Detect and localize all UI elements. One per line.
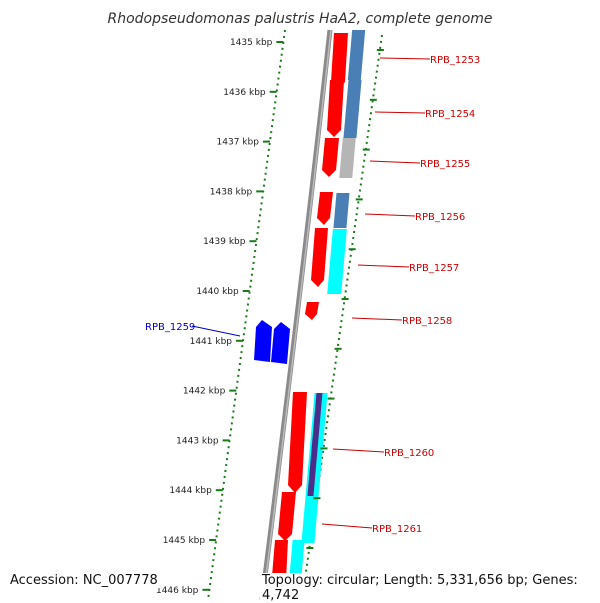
orf-arrow[interactable] — [288, 392, 307, 493]
reverse-cds-arrow[interactable] — [271, 322, 290, 364]
kbp-tick-label: 1436 kbp — [223, 88, 266, 98]
orf-arrow[interactable] — [327, 80, 344, 137]
gene-leader-line — [191, 325, 241, 337]
gene-label[interactable]: RPB_1256 — [415, 212, 465, 223]
gene-block[interactable] — [327, 229, 347, 294]
orf-arrow[interactable] — [278, 492, 296, 541]
gene-leader-line — [374, 111, 426, 114]
kbp-tick-label: 1439 kbp — [203, 237, 246, 247]
kbp-tick-label: 1440 kbp — [196, 287, 239, 297]
gene-block[interactable] — [307, 393, 323, 496]
orf-arrow[interactable] — [331, 33, 348, 90]
backbone-ring — [259, 29, 333, 600]
gene-leader-line — [351, 317, 403, 321]
kbp-tick-label: 1442 kbp — [183, 387, 226, 397]
gene-leader-line — [369, 160, 421, 164]
kbp-tick-label: 1444 kbp — [169, 486, 212, 496]
orf-arrow[interactable] — [317, 192, 333, 225]
kbp-tick-label: 1437 kbp — [217, 138, 260, 148]
gene-label[interactable]: RPB_1254 — [425, 109, 475, 120]
kbp-tick-label: 1446 kbp — [156, 586, 199, 596]
orf-arrow[interactable] — [311, 228, 328, 287]
orf-arrow[interactable] — [305, 302, 319, 320]
topology-text: Topology: circular; Length: 5,331,656 bp… — [260, 573, 600, 603]
accession-text: Accession: NC_007778 — [8, 573, 160, 588]
gene-label[interactable]: RPB_1258 — [402, 316, 452, 327]
map-title: Rhodopseudomonas palustris HaA2, complet… — [107, 11, 492, 27]
kbp-tick-label: 1443 kbp — [176, 436, 219, 446]
reverse-cds — [254, 320, 290, 364]
gene-block[interactable] — [339, 138, 356, 178]
gene-leader-line — [364, 213, 416, 217]
gene-leader-line — [332, 448, 385, 453]
backbone-highlight — [262, 29, 332, 600]
kbp-tick-label: 1441 kbp — [190, 337, 233, 347]
kbp-ticks: 1435 kbp 1436 kbp 1437 kbp 1438 kbp 1439 kbp… — [156, 38, 384, 599]
gene-label[interactable]: RPB_1259 — [145, 322, 195, 333]
gene-labels: RPB_1253 RPB_1254 RPB_1255 RPB_1256 RPB_1257… — [145, 55, 480, 535]
reverse-cds-arrow[interactable] — [254, 320, 272, 362]
gene-block[interactable] — [333, 193, 350, 228]
gene-leader-line — [321, 523, 373, 529]
gene-leader-line — [357, 264, 410, 268]
gene-track — [287, 30, 366, 600]
kbp-tick-label: 1438 kbp — [210, 187, 253, 197]
orf-track — [270, 33, 348, 600]
gene-block[interactable] — [343, 80, 362, 138]
gene-block[interactable] — [347, 30, 366, 80]
kbp-tick-label: 1445 kbp — [163, 536, 206, 546]
gene-label[interactable]: RPB_1255 — [420, 159, 470, 170]
kbp-tick-label: 1435 kbp — [230, 38, 273, 48]
gene-label[interactable]: RPB_1260 — [384, 448, 434, 459]
gene-label[interactable]: RPB_1253 — [430, 55, 480, 66]
orf-arrow[interactable] — [322, 138, 339, 177]
gene-label[interactable]: RPB_1261 — [372, 524, 422, 535]
gene-label[interactable]: RPB_1257 — [409, 263, 459, 274]
gene-leader-line — [379, 57, 431, 60]
